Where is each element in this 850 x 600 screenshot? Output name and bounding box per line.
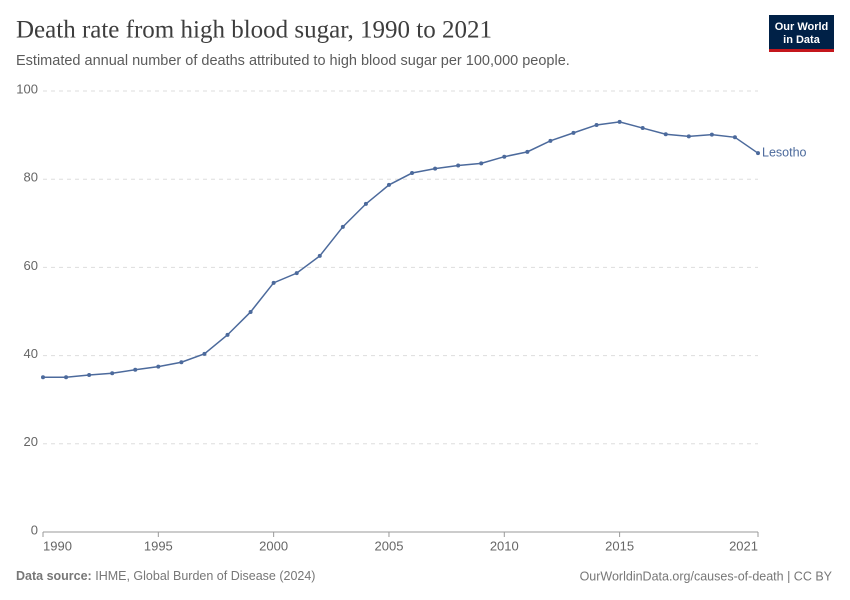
- series-label: Lesotho: [762, 145, 807, 159]
- point: [502, 154, 507, 159]
- point: [202, 351, 207, 356]
- y-tick-label: 0: [31, 522, 38, 537]
- point: [663, 132, 668, 137]
- source-text: IHME, Global Burden of Disease (2024): [95, 569, 315, 583]
- point: [640, 126, 645, 131]
- x-tick-label: 2005: [375, 538, 404, 553]
- y-tick-label: 40: [24, 346, 38, 361]
- point: [156, 364, 161, 369]
- point: [709, 132, 714, 137]
- y-tick-label: 60: [24, 258, 38, 273]
- point: [179, 360, 184, 365]
- point: [248, 309, 253, 314]
- point: [363, 201, 368, 206]
- point: [617, 119, 622, 124]
- point: [732, 135, 737, 140]
- point: [433, 166, 438, 171]
- point: [41, 375, 45, 380]
- credit[interactable]: OurWorldinData.org/causes-of-death | CC …: [580, 569, 833, 583]
- line: [43, 121, 759, 378]
- point: [87, 373, 92, 378]
- point: [110, 371, 115, 376]
- point: [756, 151, 760, 156]
- source-label: Data source:: [16, 569, 92, 583]
- point: [686, 134, 691, 139]
- logo-text: Our World: [775, 21, 829, 33]
- point: [294, 271, 299, 276]
- point: [64, 375, 69, 380]
- x-tick-label: 2010: [490, 538, 519, 553]
- point: [456, 163, 461, 168]
- point: [479, 161, 484, 166]
- source: Data source: IHME, Global Burden of Dise…: [16, 569, 315, 583]
- y-tick-label: 80: [24, 170, 38, 185]
- point: [386, 182, 391, 187]
- x-tick-label: 1995: [144, 538, 173, 553]
- point: [317, 253, 322, 258]
- chart-subtitle: Estimated annual number of deaths attrib…: [16, 53, 570, 69]
- logo-bar: [769, 49, 834, 52]
- point: [525, 149, 530, 154]
- point: [548, 138, 553, 143]
- x-tick-label: 2000: [259, 538, 288, 553]
- point: [225, 332, 230, 337]
- point: [594, 122, 599, 127]
- point: [271, 280, 276, 285]
- point: [571, 130, 576, 135]
- y-tick-label: 20: [24, 434, 38, 449]
- point: [133, 367, 138, 372]
- chart-title: Death rate from high blood sugar, 1990 t…: [16, 17, 492, 44]
- logo[interactable]: [769, 15, 834, 51]
- point: [340, 224, 345, 229]
- point: [410, 171, 415, 176]
- x-tick-label: 2021: [729, 538, 758, 553]
- x-tick-label: 2015: [605, 538, 634, 553]
- x-tick-label: 1990: [43, 538, 72, 553]
- logo-text: in Data: [783, 34, 821, 46]
- y-tick-label: 100: [16, 81, 38, 96]
